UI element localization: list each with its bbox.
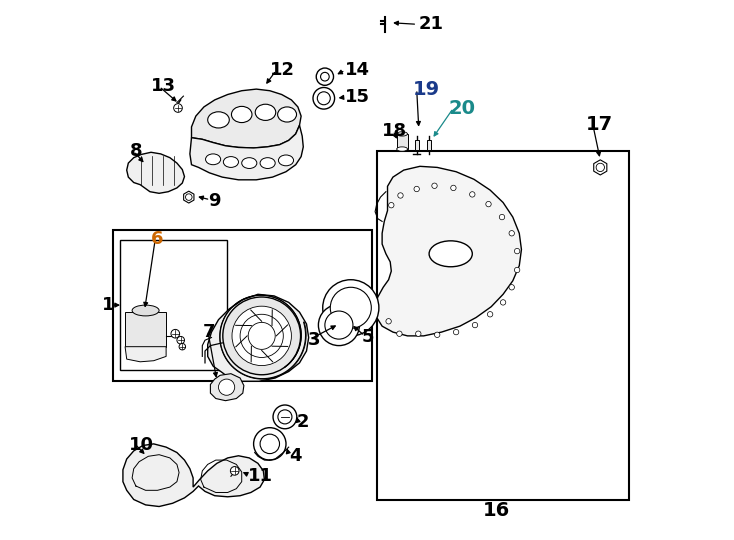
Circle shape [435,332,440,338]
Text: 4: 4 [288,447,301,465]
Ellipse shape [278,155,294,166]
Polygon shape [375,166,521,336]
Circle shape [248,322,275,349]
Text: 19: 19 [413,79,440,99]
Polygon shape [594,160,607,175]
Circle shape [388,202,394,208]
Text: 1: 1 [103,296,115,314]
Circle shape [470,192,475,197]
Circle shape [398,193,403,198]
Circle shape [451,185,456,191]
Circle shape [319,305,360,346]
Circle shape [499,214,505,220]
Ellipse shape [231,106,252,123]
Polygon shape [192,89,301,148]
Polygon shape [190,125,303,180]
Circle shape [486,201,491,207]
Ellipse shape [396,132,407,136]
Circle shape [177,336,184,344]
Text: 7: 7 [203,323,215,341]
Polygon shape [127,152,184,193]
Bar [396,134,407,149]
Ellipse shape [132,305,159,316]
Text: 11: 11 [248,467,273,485]
Text: 10: 10 [129,436,154,455]
Text: 17: 17 [586,114,613,134]
Ellipse shape [208,112,229,128]
Circle shape [232,306,291,366]
Circle shape [454,329,459,335]
Circle shape [501,300,506,305]
Text: 18: 18 [382,122,407,140]
Ellipse shape [429,241,472,267]
Circle shape [415,331,421,336]
Bar [125,312,166,347]
Circle shape [254,428,286,460]
Circle shape [509,231,515,236]
Circle shape [432,183,437,188]
Circle shape [219,379,235,395]
Text: 20: 20 [448,98,475,118]
Circle shape [179,343,186,350]
Circle shape [487,312,493,317]
Text: 15: 15 [346,88,371,106]
Circle shape [515,248,520,254]
Ellipse shape [255,104,276,120]
Circle shape [472,322,478,328]
Text: 13: 13 [151,77,176,96]
Ellipse shape [260,158,275,168]
Circle shape [323,280,379,336]
Bar [113,230,372,381]
Ellipse shape [241,158,257,168]
Circle shape [313,87,335,109]
Text: 6: 6 [151,230,164,248]
Polygon shape [123,444,264,507]
Circle shape [515,267,520,273]
Circle shape [186,194,192,200]
Circle shape [171,329,180,338]
Circle shape [596,163,604,172]
Text: 5: 5 [362,328,374,347]
Text: 8: 8 [129,142,142,160]
Text: 21: 21 [418,15,443,33]
Bar [427,140,432,150]
Text: 16: 16 [483,501,510,520]
Polygon shape [208,294,309,381]
Circle shape [223,297,301,375]
Circle shape [330,287,371,328]
Circle shape [240,314,283,357]
Circle shape [325,311,353,339]
Ellipse shape [277,107,297,122]
Text: 9: 9 [208,192,220,210]
Polygon shape [184,191,194,203]
Text: 12: 12 [270,61,295,79]
Circle shape [278,410,292,424]
Circle shape [316,68,333,85]
Ellipse shape [396,147,407,151]
Text: 2: 2 [297,413,309,431]
Circle shape [317,92,330,105]
Circle shape [260,434,280,454]
Ellipse shape [206,154,221,165]
Bar [120,240,227,370]
Polygon shape [211,374,244,401]
Polygon shape [125,347,166,362]
Text: 3: 3 [308,331,320,349]
Circle shape [386,319,391,324]
Circle shape [174,104,182,112]
Circle shape [509,285,515,290]
Bar [415,140,419,150]
Ellipse shape [223,157,239,167]
Circle shape [321,72,330,81]
Text: 14: 14 [346,61,371,79]
Circle shape [273,405,297,429]
Circle shape [230,467,239,475]
Circle shape [414,186,419,192]
Circle shape [396,331,402,336]
Bar [377,151,629,500]
